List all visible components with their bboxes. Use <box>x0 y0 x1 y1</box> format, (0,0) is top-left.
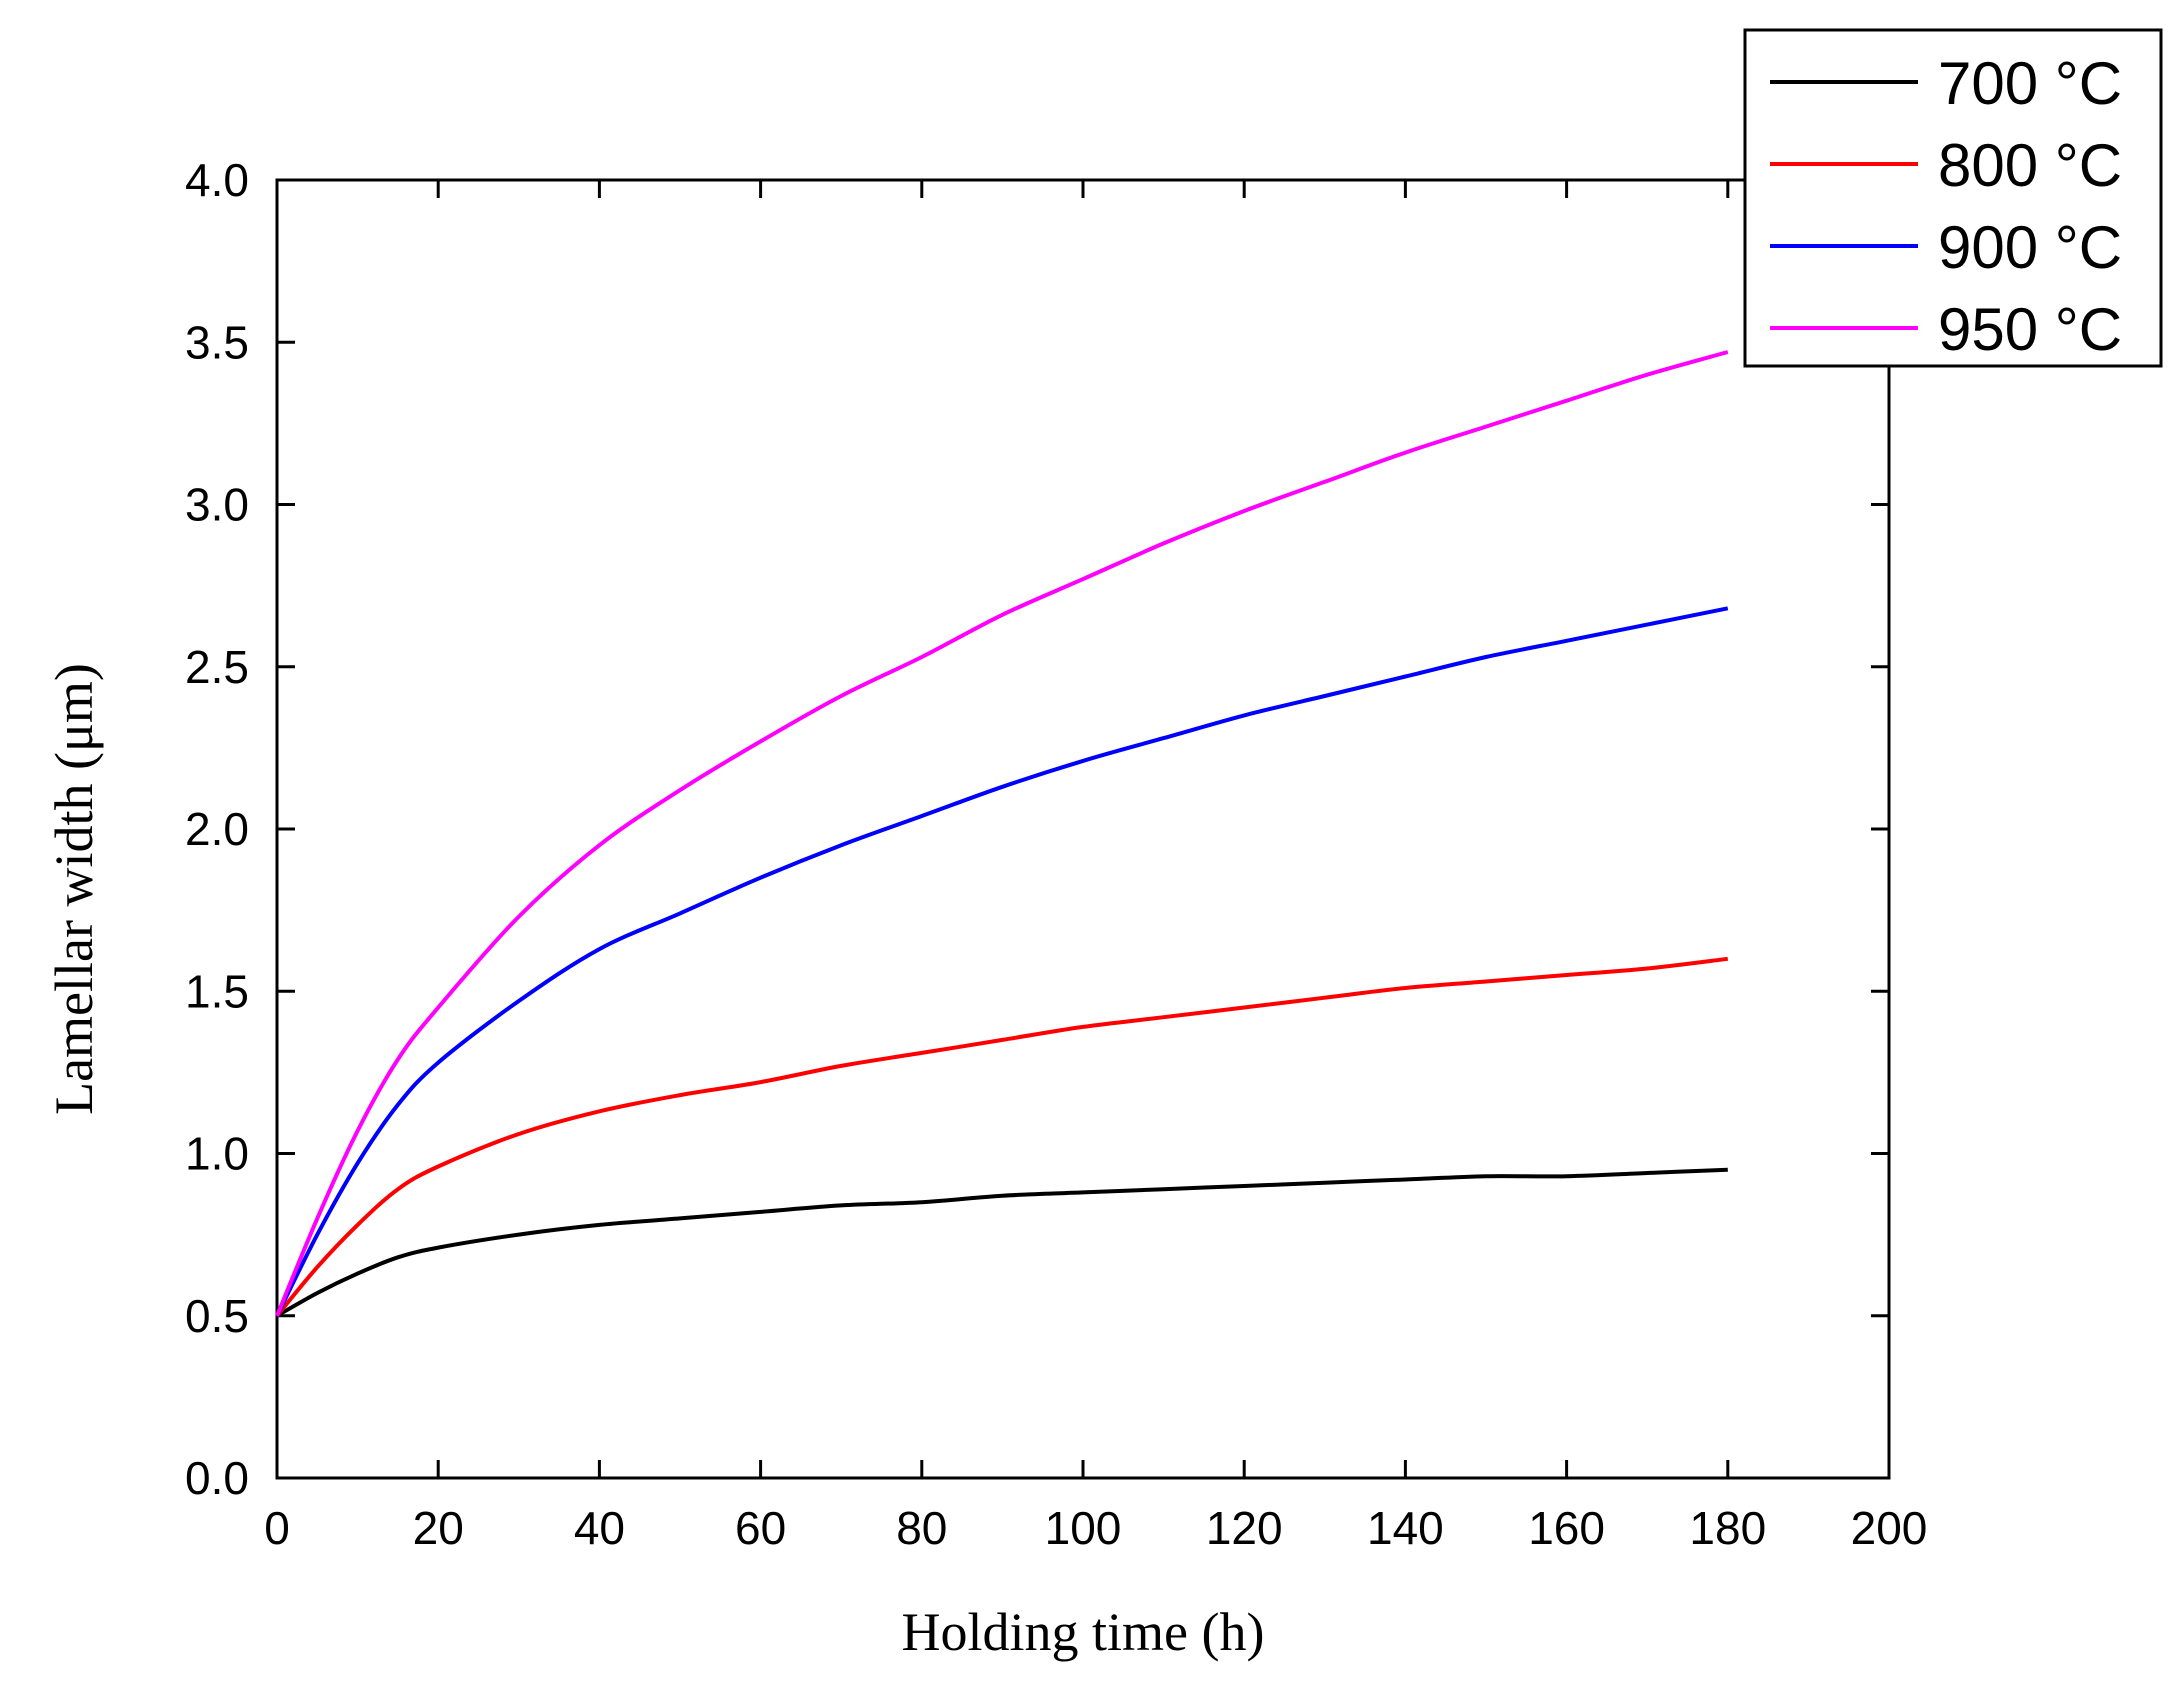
x-axis-title: Holding time (h) <box>902 1602 1265 1662</box>
y-tick-label: 1.5 <box>185 965 249 1017</box>
legend-label-2: 900 °C <box>1938 214 2122 281</box>
legend: 700 °C 800 °C 900 °C 950 °C <box>1743 28 2163 368</box>
x-tick-label: 40 <box>574 1502 625 1554</box>
y-tick-label: 2.5 <box>185 641 249 693</box>
y-axis-title: Lamellar width (μm) <box>44 663 104 1115</box>
series-line-0 <box>276 1167 1728 1318</box>
series-line-2 <box>275 606 1729 1317</box>
x-tick-label: 80 <box>896 1502 947 1554</box>
x-tick-label: 160 <box>1528 1502 1605 1554</box>
y-tick-label: 3.0 <box>185 479 249 531</box>
x-tick-label: 120 <box>1206 1502 1283 1554</box>
legend-label-3: 950 °C <box>1938 296 2122 363</box>
y-tick-label: 0.0 <box>185 1452 249 1504</box>
series-line-3 <box>275 350 1729 1317</box>
x-tick-label: 200 <box>1851 1502 1928 1554</box>
x-tick-label: 60 <box>735 1502 786 1554</box>
y-tick-label: 3.5 <box>185 316 249 368</box>
y-tick-label: 0.5 <box>185 1290 249 1342</box>
y-tick-label: 2.0 <box>185 803 249 855</box>
legend-box <box>1743 28 2163 368</box>
x-tick-label: 140 <box>1367 1502 1444 1554</box>
y-tick-label: 4.0 <box>185 154 249 206</box>
x-tick-label: 180 <box>1689 1502 1766 1554</box>
series-layer <box>275 350 1729 1318</box>
axis-ticks: 0 20 40 60 80 100 120 140 160 180 200 0.0 0.5 1.0 1.5 2… <box>185 154 1927 1554</box>
x-tick-label: 20 <box>413 1502 464 1554</box>
y-tick-label: 1.0 <box>185 1128 249 1180</box>
series-line-1 <box>275 956 1729 1318</box>
legend-label-1: 800 °C <box>1938 132 2122 199</box>
legend-label-0: 700 °C <box>1938 50 2122 117</box>
x-tick-label: 0 <box>264 1502 290 1554</box>
x-tick-label: 100 <box>1045 1502 1122 1554</box>
